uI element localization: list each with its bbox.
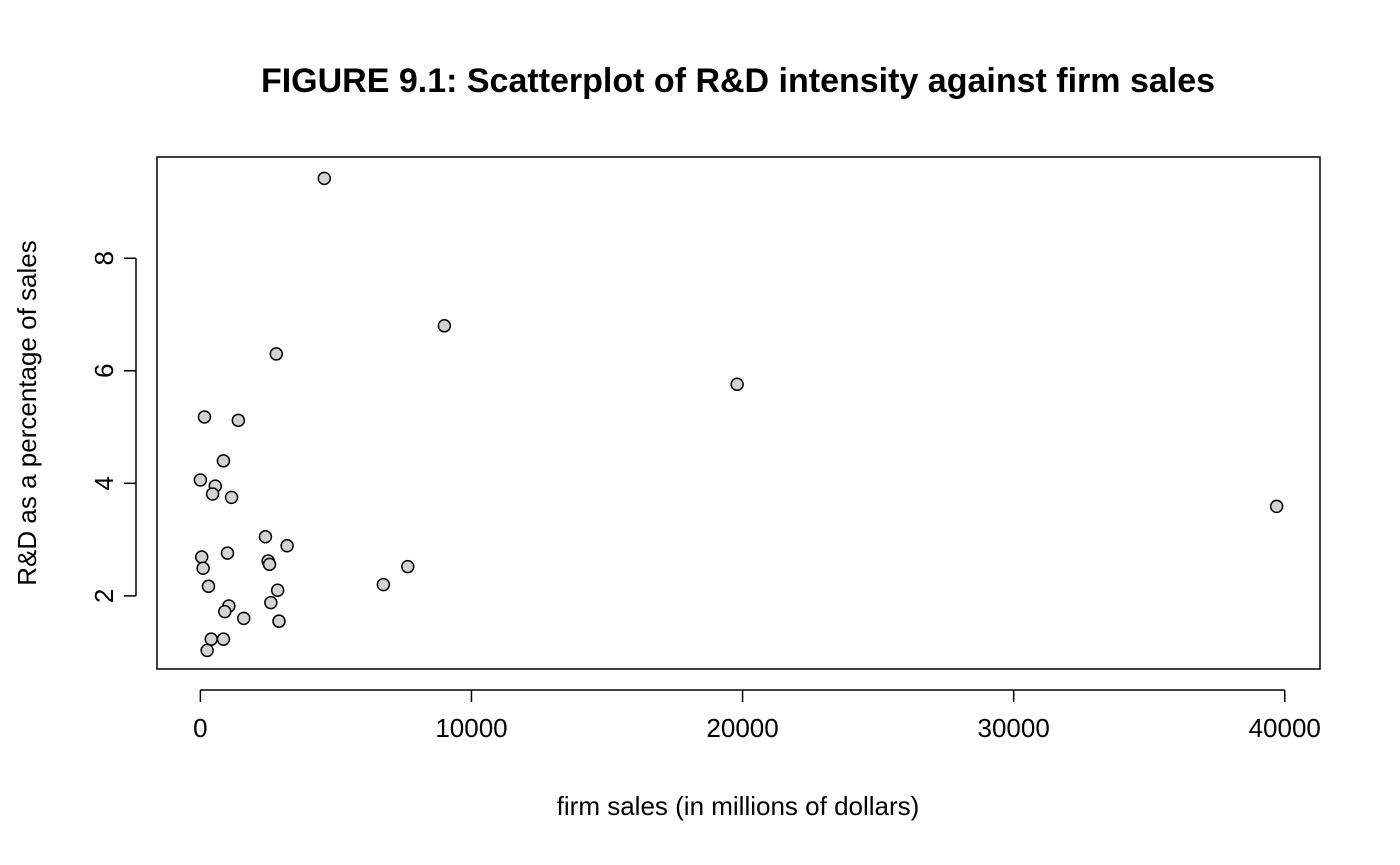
data-point: [205, 487, 220, 501]
data-point: [269, 347, 284, 361]
data-point: [218, 604, 232, 619]
data-point: [224, 490, 239, 505]
data-point: [237, 611, 251, 626]
y-axis: 2 4 6 8: [89, 251, 137, 603]
data-point: [196, 561, 210, 576]
y-axis-label: R&D as a percentage of sales: [12, 240, 42, 585]
data-point: [264, 595, 278, 610]
data-point: [220, 546, 235, 560]
chart-title: FIGURE 9.1: Scatterplot of R&D intensity…: [261, 62, 1215, 100]
data-point: [193, 473, 208, 487]
data-point: [201, 579, 216, 594]
x-axis-label: firm sales (in millions of dollars): [557, 791, 920, 821]
data-point: [1269, 499, 1284, 514]
data-points: [193, 171, 1284, 658]
x-tick-label: 10000: [435, 713, 507, 743]
x-tick-label: 20000: [706, 713, 778, 743]
data-point: [204, 632, 218, 646]
data-point: [280, 539, 294, 553]
data-point: [437, 319, 452, 333]
x-tick-label: 40000: [1249, 713, 1321, 743]
data-point: [200, 643, 214, 658]
data-point: [231, 413, 246, 428]
data-point: [317, 171, 332, 186]
x-tick-label: 30000: [978, 713, 1050, 743]
data-point: [401, 559, 415, 574]
data-point: [216, 454, 231, 468]
x-axis: 0 10000 20000 30000 40000: [193, 689, 1321, 743]
y-tick-label: 8: [89, 251, 119, 265]
data-point: [262, 557, 277, 572]
data-point: [730, 377, 744, 392]
y-tick-label: 6: [89, 364, 119, 378]
y-tick-label: 2: [89, 589, 119, 603]
data-point: [216, 632, 231, 646]
data-point: [258, 530, 273, 544]
data-point: [197, 410, 212, 424]
data-point: [194, 550, 209, 564]
data-point: [272, 614, 286, 628]
plot-area-frame: [156, 156, 1321, 670]
y-tick-label: 4: [89, 476, 119, 490]
data-point: [376, 577, 391, 592]
x-tick-label: 0: [193, 713, 207, 743]
data-point: [270, 583, 285, 597]
